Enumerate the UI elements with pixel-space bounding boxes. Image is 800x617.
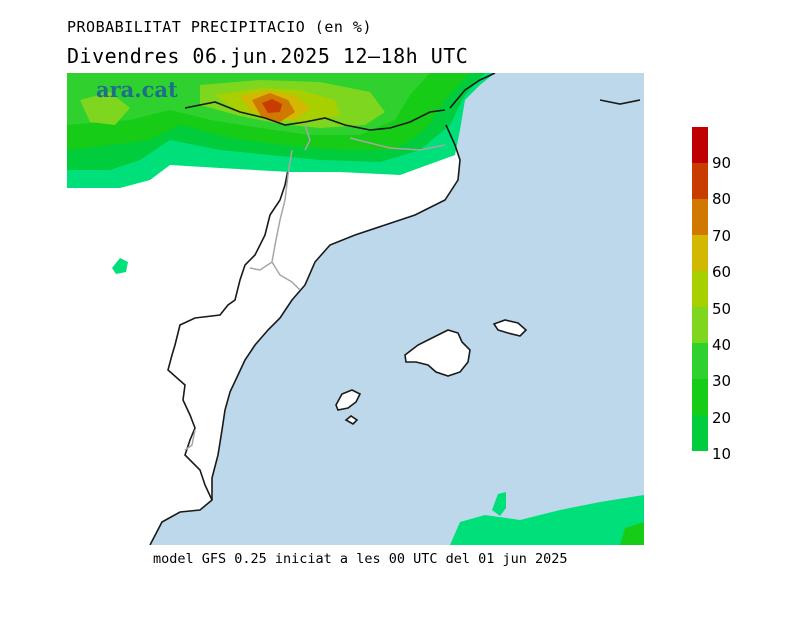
colorbar-label-30: 30 xyxy=(712,372,732,390)
land-area xyxy=(67,73,495,545)
prob-patch-west xyxy=(112,258,128,274)
internal-border-south xyxy=(184,429,196,451)
island-formentera xyxy=(344,415,359,425)
pyrenees-border xyxy=(184,101,446,131)
colorbar-segment-80 xyxy=(692,163,708,199)
colorbar-label-60: 60 xyxy=(712,263,732,281)
forecast-datetime: Divendres 06.jun.2025 12—18h UTC xyxy=(67,44,469,68)
coastline xyxy=(149,73,641,545)
colorbar-label-70: 70 xyxy=(712,227,732,245)
prob-band-90 xyxy=(262,99,282,113)
colorbar-segment-70 xyxy=(692,199,708,235)
map-title: PROBABILITAT PRECIPITACIO (en %) xyxy=(67,18,372,36)
colorbar-segment-60 xyxy=(692,235,708,271)
colorbar-label-10: 10 xyxy=(712,445,732,463)
colorbar-label-90: 90 xyxy=(712,154,732,172)
island-eivissa xyxy=(335,389,362,411)
model-run-info: model GFS 0.25 iniciat a les 00 UTC del … xyxy=(153,551,568,567)
colorbar-segment-40 xyxy=(692,307,708,343)
colorbar-segment-20 xyxy=(692,379,708,415)
region-west-outline xyxy=(167,129,293,501)
prob-patch-southeast-2 xyxy=(620,522,644,545)
colorbar xyxy=(692,127,708,451)
colorbar-segment-90 xyxy=(692,127,708,163)
internal-border xyxy=(249,124,446,291)
colorbar-segment-50 xyxy=(692,271,708,307)
colorbar-segment-30 xyxy=(692,343,708,379)
logo-ara-cat: ara.cat xyxy=(96,77,178,102)
colorbar-label-80: 80 xyxy=(712,190,732,208)
island-menorca xyxy=(492,319,528,337)
colorbar-label-20: 20 xyxy=(712,409,732,427)
colorbar-label-50: 50 xyxy=(712,300,732,318)
colorbar-label-40: 40 xyxy=(712,336,732,354)
island-mallorca xyxy=(404,329,471,377)
prob-patch-islet xyxy=(492,492,506,516)
prob-patch-southeast xyxy=(450,495,644,545)
colorbar-segment-10 xyxy=(692,415,708,451)
